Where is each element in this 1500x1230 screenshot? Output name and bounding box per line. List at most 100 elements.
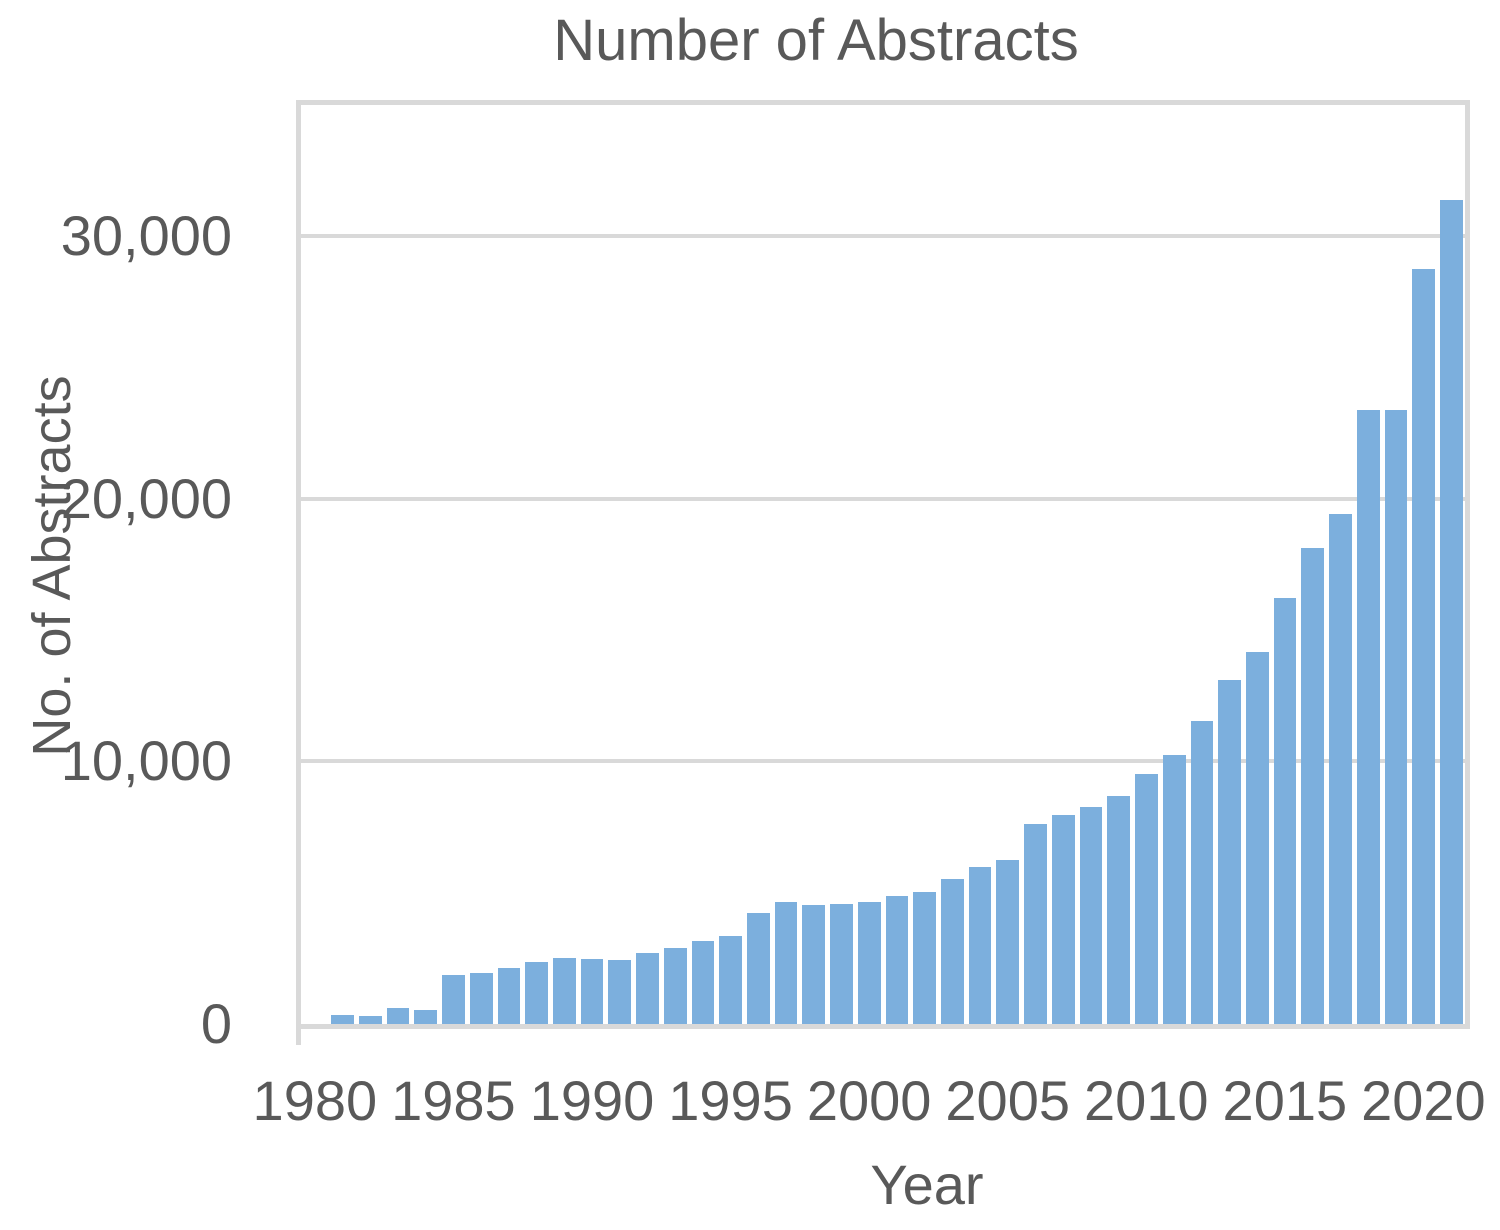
y-tick-label-30000: 30,000 <box>60 204 232 268</box>
bar-slot-1991 <box>606 105 634 1024</box>
bar-2014 <box>1245 651 1269 1024</box>
gridline-30000 <box>301 234 1465 239</box>
bar-2001 <box>885 895 909 1024</box>
bar-slot-2000 <box>855 105 883 1024</box>
gridlines-layer <box>301 105 1465 1024</box>
bar-slot-2012 <box>1188 105 1216 1024</box>
bar-slot-1993 <box>661 105 689 1024</box>
bar-slot-1997 <box>772 105 800 1024</box>
bar-1998 <box>802 905 826 1024</box>
bar-slot-1983 <box>384 105 412 1024</box>
gridline-20000 <box>301 496 1465 501</box>
bar-slot-2016 <box>1299 105 1327 1024</box>
bar-1997 <box>774 901 798 1024</box>
bar-2004 <box>968 866 992 1024</box>
y-axis-tick-stub <box>296 1029 301 1045</box>
x-tick-label-1985: 1985 <box>391 1069 516 1132</box>
x-tick-label-2020: 2020 <box>1361 1069 1486 1132</box>
bar-slot-2018 <box>1354 105 1382 1024</box>
bar-1993 <box>663 948 687 1024</box>
bar-2009 <box>1107 795 1131 1024</box>
bar-slot-2006 <box>1022 105 1050 1024</box>
bar-1999 <box>830 904 853 1024</box>
bar-1995 <box>719 935 742 1024</box>
bar-1990 <box>580 959 604 1024</box>
bar-2000 <box>857 901 881 1024</box>
bars-layer <box>301 105 1465 1024</box>
bar-2019 <box>1384 410 1408 1024</box>
bar-slot-2010 <box>1133 105 1161 1024</box>
bar-slot-1982 <box>356 105 384 1024</box>
x-tick-label-1980: 1980 <box>252 1069 378 1132</box>
bar-slot-2015 <box>1271 105 1299 1024</box>
bar-2002 <box>913 891 937 1024</box>
bar-2006 <box>1024 823 1047 1024</box>
bar-slot-1998 <box>800 105 828 1024</box>
bar-1986 <box>469 973 493 1024</box>
bar-slot-2014 <box>1243 105 1271 1024</box>
bar-2008 <box>1079 807 1103 1024</box>
bar-slot-1990 <box>578 105 606 1024</box>
bar-1989 <box>552 958 576 1024</box>
bar-2020 <box>1412 269 1435 1024</box>
bar-2013 <box>1218 680 1241 1024</box>
bar-slot-1994 <box>689 105 717 1024</box>
y-tick-label-10000: 10,000 <box>60 729 232 793</box>
bar-slot-2001 <box>883 105 911 1024</box>
bar-slot-2002 <box>911 105 939 1024</box>
gridline-10000 <box>301 759 1465 764</box>
bar-1988 <box>525 961 548 1024</box>
bar-slot-1984 <box>412 105 440 1024</box>
bar-1983 <box>386 1008 410 1024</box>
x-tick-label-2005: 2005 <box>945 1069 1070 1132</box>
bar-slot-1995 <box>717 105 745 1024</box>
bar-2012 <box>1190 721 1214 1024</box>
bar-slot-2013 <box>1216 105 1244 1024</box>
plot-area <box>296 100 1470 1029</box>
bar-slot-2008 <box>1077 105 1105 1024</box>
bar-2010 <box>1135 774 1158 1024</box>
bar-2003 <box>941 879 964 1024</box>
bar-2015 <box>1273 597 1297 1024</box>
bar-slot-2009 <box>1105 105 1133 1024</box>
bar-slot-1980 <box>301 105 329 1024</box>
bar-2018 <box>1356 410 1380 1024</box>
bar-slot-1989 <box>550 105 578 1024</box>
bar-1992 <box>636 953 659 1024</box>
bar-slot-2005 <box>994 105 1022 1024</box>
bar-slot-1988 <box>523 105 551 1024</box>
bar-slot-2017 <box>1327 105 1355 1024</box>
bar-2011 <box>1162 754 1186 1024</box>
bar-1987 <box>497 967 521 1024</box>
bar-slot-2020 <box>1410 105 1438 1024</box>
bar-1984 <box>414 1009 438 1024</box>
bar-1996 <box>747 913 770 1024</box>
bar-slot-2007 <box>1049 105 1077 1024</box>
bar-2017 <box>1329 514 1352 1024</box>
bar-slot-1992 <box>634 105 662 1024</box>
bar-slot-2019 <box>1382 105 1410 1024</box>
bar-slot-1996 <box>745 105 773 1024</box>
chart-title: Number of Abstracts <box>553 8 1079 73</box>
bar-1985 <box>442 974 465 1024</box>
y-tick-label-20000: 20,000 <box>60 466 232 530</box>
bar-slot-2021 <box>1437 105 1465 1024</box>
bar-2021 <box>1439 199 1463 1024</box>
bar-slot-2011 <box>1160 105 1188 1024</box>
x-tick-label-2010: 2010 <box>1083 1069 1209 1132</box>
bar-slot-2004 <box>966 105 994 1024</box>
bar-2016 <box>1301 548 1325 1024</box>
bar-2007 <box>1051 815 1075 1024</box>
x-axis-title: Year <box>870 1153 984 1216</box>
x-tick-label-1990: 1990 <box>529 1069 655 1132</box>
bar-1982 <box>358 1016 382 1024</box>
bar-1991 <box>608 960 632 1024</box>
bar-1994 <box>691 940 715 1024</box>
bar-1981 <box>331 1014 354 1024</box>
bar-slot-1986 <box>467 105 495 1024</box>
bar-slot-1985 <box>440 105 468 1024</box>
bar-slot-1999 <box>828 105 856 1024</box>
y-tick-label-0: 0 <box>200 992 232 1055</box>
x-tick-label-2015: 2015 <box>1222 1069 1348 1132</box>
